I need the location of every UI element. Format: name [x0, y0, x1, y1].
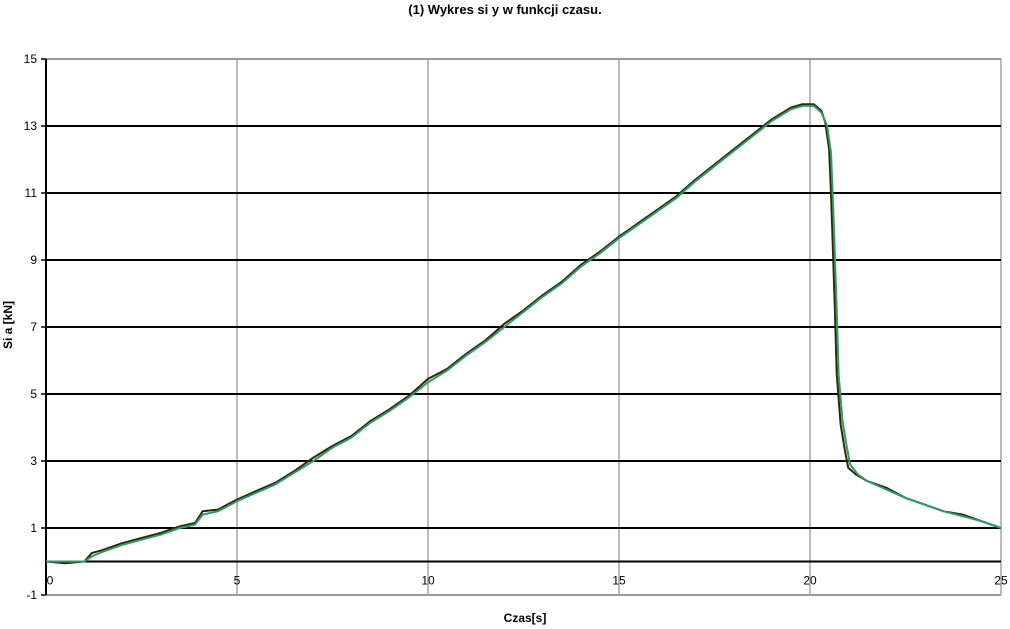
x-tick-label: 25: [994, 574, 1008, 588]
y-tick-label: 1: [30, 521, 37, 535]
chart-title: (1) Wykres si y w funkcji czasu.: [408, 2, 602, 17]
x-tick-label: 0: [47, 574, 54, 588]
x-tick-label: 5: [234, 574, 241, 588]
y-tick-label: 15: [24, 52, 38, 66]
x-tick-label: 15: [612, 574, 626, 588]
series-line-1: [45, 103, 1002, 565]
y-tick-label: 13: [24, 119, 38, 133]
y-tick-label: -1: [26, 588, 37, 602]
y-tick-label: 11: [25, 186, 38, 200]
y-tick-label: 9: [30, 253, 37, 267]
x-tick-label: 20: [803, 574, 817, 588]
x-axis-label: Czas[s]: [503, 611, 547, 625]
x-tick-label: 10: [421, 574, 435, 588]
y-tick-label: 7: [30, 320, 37, 334]
y-tick-label: 3: [30, 454, 37, 468]
series-line-2: [46, 104, 1002, 563]
y-tick-label: 5: [30, 387, 37, 401]
